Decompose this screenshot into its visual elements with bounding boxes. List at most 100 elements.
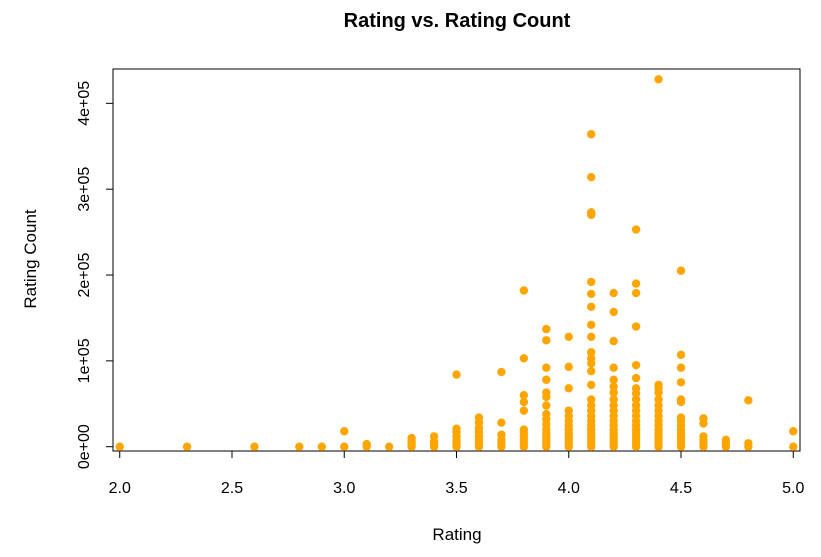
data-point [519, 406, 529, 415]
data-points [115, 75, 798, 451]
data-point [631, 373, 641, 383]
x-tick-label: 2.0 [109, 480, 131, 497]
data-point [654, 401, 663, 410]
data-point [631, 288, 641, 298]
data-point [317, 442, 326, 451]
data-point [497, 430, 506, 439]
data-point [542, 409, 551, 419]
data-point [631, 384, 641, 393]
data-point [115, 442, 124, 451]
data-point [609, 336, 618, 346]
data-point [587, 395, 596, 404]
x-tick-label: 3.5 [445, 480, 467, 497]
x-axis-label: Rating [432, 525, 481, 544]
data-point [654, 75, 663, 84]
data-point [519, 425, 529, 434]
data-point [631, 279, 641, 288]
data-point [676, 378, 686, 387]
data-point [587, 302, 596, 311]
data-point [587, 289, 596, 299]
plot-frame [112, 68, 801, 452]
data-point [587, 320, 596, 330]
data-point [744, 396, 753, 405]
data-point [789, 442, 798, 451]
data-point [609, 395, 618, 404]
data-point [340, 442, 349, 451]
data-point [587, 380, 596, 390]
data-point [676, 413, 686, 422]
data-point [631, 360, 641, 370]
data-point [587, 348, 596, 357]
data-point [519, 391, 529, 400]
data-point [564, 384, 573, 393]
data-point [542, 324, 551, 334]
data-point [699, 432, 708, 441]
data-point [587, 277, 596, 287]
data-point [699, 414, 708, 423]
data-point [474, 413, 484, 422]
data-point [609, 382, 618, 391]
data-point [676, 266, 686, 275]
data-point [587, 401, 596, 410]
y-tick-label: 1e+05 [76, 338, 93, 383]
data-point [250, 442, 259, 451]
y-axis: 0e+00 1e+05 2e+05 3e+05 4e+05 [76, 81, 114, 469]
data-point [564, 362, 573, 372]
data-point [542, 336, 551, 345]
y-tick-label: 0e+00 [76, 424, 93, 469]
data-point [609, 375, 618, 384]
x-tick-label: 3.0 [333, 480, 355, 497]
data-point [497, 367, 506, 377]
y-tick-label: 3e+05 [76, 167, 93, 212]
data-point [542, 363, 551, 372]
data-point [564, 332, 573, 342]
x-tick-label: 2.5 [221, 480, 243, 497]
data-point [497, 418, 506, 427]
data-point [587, 208, 596, 217]
data-point [587, 332, 596, 342]
data-point [452, 424, 461, 433]
data-point [519, 354, 529, 363]
data-point [631, 322, 641, 331]
data-point [676, 350, 686, 360]
data-point [587, 130, 596, 139]
data-point [564, 406, 573, 415]
data-point [542, 401, 551, 410]
data-point [631, 395, 641, 404]
data-point [587, 172, 596, 182]
data-point [631, 401, 641, 410]
y-axis-label: Rating Count [21, 209, 40, 309]
x-tick-label: 4.5 [670, 480, 692, 497]
data-point [631, 225, 641, 234]
chart-title: Rating vs. Rating Count [344, 10, 571, 32]
data-point [654, 380, 663, 390]
x-axis: 2.0 2.5 3.0 3.5 4.0 4.5 5.0 [109, 450, 804, 497]
data-point [542, 388, 551, 397]
data-point [609, 363, 618, 372]
data-point [519, 286, 529, 295]
data-point [676, 363, 686, 372]
data-point [407, 433, 416, 443]
data-point [609, 288, 618, 298]
y-tick-label: 2e+05 [76, 252, 93, 297]
data-point [295, 442, 304, 451]
data-point [384, 442, 394, 451]
data-point [340, 427, 349, 436]
y-tick-label: 4e+05 [76, 81, 93, 126]
data-point [429, 432, 439, 441]
data-point [519, 397, 529, 407]
data-point [542, 375, 551, 384]
x-tick-label: 4.0 [558, 480, 580, 497]
data-point [609, 388, 618, 397]
data-point [609, 307, 618, 317]
data-point [587, 366, 596, 376]
x-tick-label: 5.0 [782, 480, 804, 497]
data-point [609, 401, 618, 410]
data-point [452, 370, 461, 379]
data-point [721, 435, 731, 445]
data-point [587, 354, 596, 363]
data-point [182, 442, 192, 451]
data-point [654, 395, 663, 404]
data-point [744, 439, 753, 448]
